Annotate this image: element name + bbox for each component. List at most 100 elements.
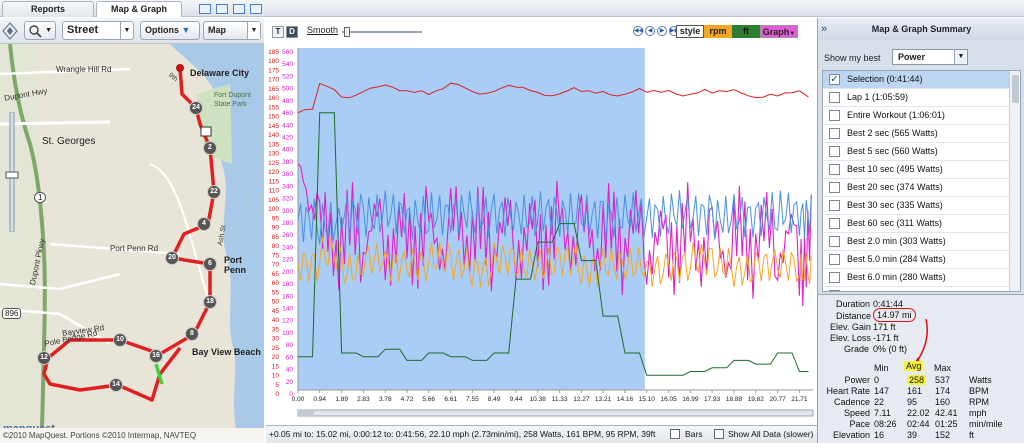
tab-reports[interactable]: Reports	[2, 1, 94, 17]
mile-marker-icon[interactable]: 18	[203, 295, 217, 309]
mile-marker-icon[interactable]: 12	[37, 351, 51, 365]
mile-marker-icon[interactable]: 20	[165, 251, 179, 265]
list-scrollbar[interactable]	[1009, 71, 1020, 291]
best-effort-item[interactable]: Best 5 sec (560 Watts)	[823, 143, 1009, 161]
item-label: Lap 1 (1:05:59)	[847, 92, 909, 102]
rewind-icon[interactable]: ◀◀	[633, 26, 644, 36]
item-checkbox[interactable]	[829, 128, 840, 139]
map-type-select[interactable]: Street ▼	[62, 21, 134, 40]
bpm-tick-label: 165	[268, 86, 279, 93]
tab-map-graph[interactable]: Map & Graph	[96, 1, 182, 17]
bpm-tick-label: 70	[272, 262, 280, 269]
show-best-label: Show my best	[824, 53, 881, 63]
item-checkbox[interactable]	[829, 272, 840, 283]
scroll-thumb[interactable]	[298, 410, 314, 416]
best-effort-item[interactable]: Lap 1 (1:05:59)	[823, 89, 1009, 107]
mile-marker-icon[interactable]: 24	[189, 101, 203, 115]
workout-chart[interactable]: 1851801751701651601551501451401351301251…	[266, 44, 817, 425]
status-text: +0.05 mi to: 15.02 mi, 0:00:12 to: 0:41:…	[269, 429, 656, 439]
best-effort-item[interactable]: Best 6.0 min (280 Watts)	[823, 269, 1009, 287]
map-copyright: ©2010 MapQuest. Portions ©2010 Intermap,…	[0, 428, 264, 443]
x-tick-label: 18.88	[726, 396, 743, 403]
duration-label: Duration	[836, 299, 871, 309]
style-button[interactable]: style	[676, 25, 704, 38]
ft-toggle[interactable]: ft	[732, 25, 760, 38]
show-all-checkbox[interactable]	[714, 429, 724, 439]
start-pin-icon[interactable]	[176, 64, 184, 72]
stat-avg: 95	[907, 397, 918, 407]
best-effort-item[interactable]: Best 2 sec (565 Watts)	[823, 125, 1009, 143]
stat-min: 7.11	[874, 408, 891, 418]
item-checkbox[interactable]	[829, 200, 840, 211]
smooth-slider-track[interactable]	[342, 31, 422, 33]
item-checkbox[interactable]	[829, 290, 840, 291]
collapse-panel-icon[interactable]: »	[821, 23, 828, 35]
best-effort-item[interactable]: ✓ Selection (0:41:44)	[823, 71, 1009, 89]
step-forward-icon[interactable]: ▶	[657, 26, 667, 36]
show-best-select[interactable]: Power ▼	[892, 49, 968, 65]
best-effort-item[interactable]: Best 2.0 min (303 Watts)	[823, 233, 1009, 251]
options-button[interactable]: Options ▼	[140, 21, 200, 40]
mile-marker-icon[interactable]: 10	[113, 333, 127, 347]
route-map[interactable]: Wrangle Hill Rd Dupont Hwy Delaware City…	[0, 44, 264, 430]
stat-max: 152	[935, 430, 951, 440]
watts-tick-label: 460	[282, 110, 293, 117]
map-label: Fort Dupont State Park	[214, 92, 251, 108]
scroll-thumb[interactable]	[1012, 75, 1019, 103]
zoom-slider[interactable]	[4, 112, 20, 232]
distance-toggle-button[interactable]: D	[286, 26, 298, 38]
watts-tick-label: 140	[282, 306, 293, 313]
mile-marker-icon[interactable]: 14	[109, 378, 123, 392]
rpm-toggle[interactable]: rpm	[704, 25, 732, 38]
layout-graph-icon[interactable]	[250, 4, 262, 14]
graph-toolbar: T D Smooth ◀◀ ◀ ▶ ▶▶ style rpm ft Graph▼	[266, 18, 817, 44]
mile-marker-icon[interactable]: 6	[203, 257, 217, 271]
mile-marker-icon[interactable]: 22	[207, 185, 221, 199]
stat-label: Elevation	[832, 430, 870, 440]
mile-marker-icon[interactable]: 8	[185, 327, 199, 341]
layout-split-icon[interactable]	[216, 4, 228, 14]
best-effort-item[interactable]: Best 30 sec (335 Watts)	[823, 197, 1009, 215]
chart-scrollbar[interactable]	[297, 409, 814, 417]
item-checkbox[interactable]	[829, 236, 840, 247]
best-effort-item[interactable]: Entire Workout (1:06:01)	[823, 107, 1009, 125]
item-checkbox[interactable]	[829, 110, 840, 121]
mile-marker-icon[interactable]: 2	[203, 141, 217, 155]
item-checkbox[interactable]	[829, 218, 840, 229]
item-label: Best 10 sec (495 Watts)	[847, 164, 943, 174]
zoom-control[interactable]: ▼	[24, 21, 56, 40]
bars-checkbox[interactable]	[670, 429, 680, 439]
selection-highlight[interactable]	[298, 48, 645, 390]
item-checkbox[interactable]	[829, 92, 840, 103]
map-view-select[interactable]: Map ▼	[203, 21, 261, 40]
best-effort-item[interactable]: Best 10.0 min (277 Watts)	[823, 287, 1009, 291]
smooth-label: Smooth	[307, 25, 339, 35]
item-label: Best 20 sec (374 Watts)	[847, 182, 943, 192]
chevron-down-icon: ▼	[789, 31, 796, 37]
layout-wide-icon[interactable]	[233, 4, 245, 14]
stat-label: Heart Rate	[826, 386, 870, 396]
mile-marker-icon[interactable]: 16	[149, 349, 163, 363]
item-checkbox[interactable]	[829, 164, 840, 175]
time-toggle-button[interactable]: T	[272, 26, 284, 38]
best-effort-item[interactable]: Best 10 sec (495 Watts)	[823, 161, 1009, 179]
layout-single-icon[interactable]	[199, 4, 211, 14]
watts-tick-label: 160	[282, 293, 293, 300]
graph-menu-button[interactable]: Graph▼	[760, 25, 798, 38]
item-checkbox[interactable]	[829, 254, 840, 265]
item-checkbox[interactable]	[829, 146, 840, 157]
x-tick-label: 17.93	[704, 396, 721, 403]
best-effort-item[interactable]: Best 20 sec (374 Watts)	[823, 179, 1009, 197]
item-checkbox[interactable]	[829, 182, 840, 193]
bpm-tick-label: 55	[272, 289, 280, 296]
mile-marker-icon[interactable]: 4	[197, 217, 211, 231]
best-effort-item[interactable]: Best 5.0 min (284 Watts)	[823, 251, 1009, 269]
stat-avg: 161	[907, 386, 923, 396]
best-effort-item[interactable]: Best 60 sec (311 Watts)	[823, 215, 1009, 233]
smooth-slider-thumb[interactable]	[344, 27, 350, 37]
pan-control-icon[interactable]	[2, 22, 18, 40]
graph-menu-label: Graph	[762, 27, 790, 37]
step-back-icon[interactable]: ◀	[645, 26, 655, 36]
item-checkbox[interactable]: ✓	[829, 74, 840, 85]
map-label: St. Georges	[42, 136, 96, 147]
